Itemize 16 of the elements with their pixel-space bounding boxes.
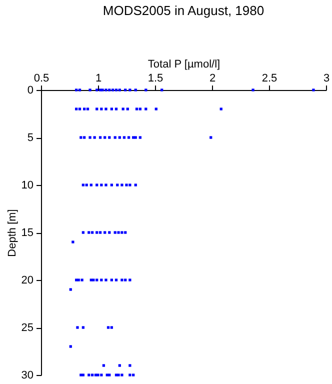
y-tick-label: 15 <box>21 227 34 239</box>
y-tick-label: 10 <box>21 180 34 192</box>
y-axis-title: Depth [m] <box>6 209 18 257</box>
y-tick-label: 5 <box>27 132 34 144</box>
x-tick-label: 1.5 <box>148 72 164 84</box>
x-tick-label: 2 <box>209 72 216 84</box>
x-tick-label: 1 <box>95 72 102 84</box>
chart-title: MODS2005 in August, 1980 <box>102 3 264 18</box>
y-tick-label: 0 <box>27 84 34 96</box>
x-tick-label: 3 <box>323 72 330 84</box>
y-tick-label: 20 <box>21 274 34 286</box>
x-tick-label: 2.5 <box>262 72 278 84</box>
y-tick-label: 30 <box>21 370 34 382</box>
x-axis-title: Total P [µmol/l] <box>148 58 220 70</box>
x-tick-label: 0.5 <box>34 72 50 84</box>
y-tick-label: 25 <box>21 322 34 334</box>
